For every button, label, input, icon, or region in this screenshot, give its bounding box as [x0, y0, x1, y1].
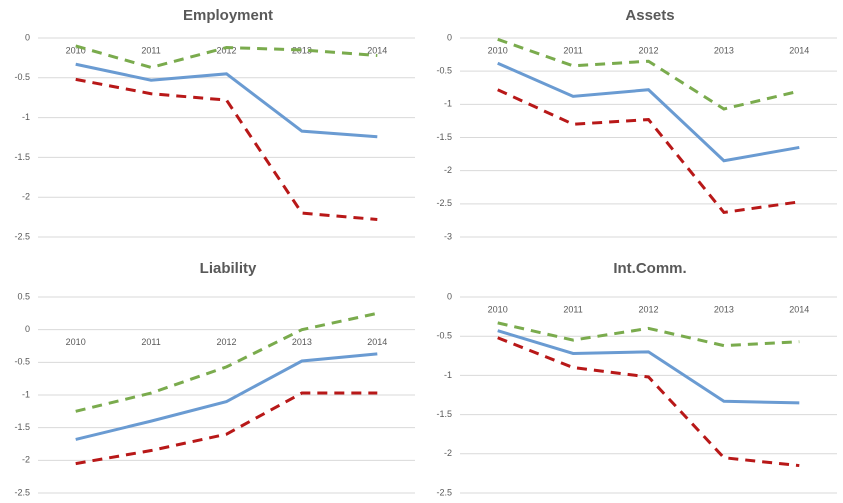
series-line: [497, 329, 800, 405]
series-line: [75, 352, 378, 441]
y-tick-label: -0.5: [14, 357, 30, 367]
x-tick-label: 2010: [66, 337, 86, 347]
series-line: [497, 37, 800, 111]
y-tick-label: -2.5: [436, 487, 452, 497]
y-tick-label: 0: [447, 32, 452, 42]
y-tick-label: -0.5: [436, 66, 452, 76]
y-tick-label: -2: [444, 448, 452, 458]
y-tick-label: -1.5: [436, 409, 452, 419]
x-tick-label: 2013: [292, 337, 312, 347]
y-tick-label: -2: [22, 192, 30, 202]
series-line: [75, 391, 378, 466]
series-line: [497, 321, 800, 348]
y-tick-label: -1: [22, 389, 30, 399]
x-tick-label: 2014: [367, 337, 387, 347]
y-tick-label: -3: [444, 231, 452, 241]
y-tick-label: -2: [444, 165, 452, 175]
y-tick-label: -2.5: [14, 487, 30, 497]
series-line: [497, 88, 800, 215]
x-tick-label: 2013: [714, 304, 734, 314]
x-tick-label: 2014: [367, 45, 387, 55]
y-tick-label: -1: [444, 370, 452, 380]
y-tick-label: 0: [25, 324, 30, 334]
y-tick-label: -2.5: [436, 198, 452, 208]
y-tick-label: -1.5: [436, 132, 452, 142]
x-tick-label: 2012: [216, 45, 236, 55]
x-tick-label: 2012: [638, 304, 658, 314]
y-tick-label: -0.5: [436, 331, 452, 341]
x-tick-label: 2010: [66, 45, 86, 55]
series-line: [75, 77, 378, 221]
panel: Employment 0 -0.5 -1 -1.5 -2 -2.5 2010 2011 2012 2…: [14, 7, 415, 241]
chart-title: Liability: [200, 260, 257, 277]
x-tick-label: 2014: [789, 304, 809, 314]
chart-title: Employment: [183, 7, 273, 24]
series-line: [75, 44, 378, 70]
chart-title: Assets: [625, 7, 674, 24]
panel: Assets 0 -0.5 -1 -1.5 -2 -2.5 -3 2010 2011 2012 201…: [436, 7, 837, 241]
y-tick-label: -0.5: [14, 72, 30, 82]
y-tick-label: 0.5: [17, 291, 30, 301]
y-tick-label: 0: [447, 291, 452, 301]
series-line: [497, 336, 800, 468]
panel: Liability 0.5 0 -0.5 -1 -1.5 -2 -2.5 2010 2011 201…: [14, 260, 415, 497]
chart-title: Int.Comm.: [613, 260, 686, 277]
series-line: [497, 61, 800, 163]
x-tick-label: 2013: [292, 45, 312, 55]
y-tick-label: 0: [25, 32, 30, 42]
y-tick-label: -1.5: [14, 152, 30, 162]
panel: Int.Comm. 0 -0.5 -1 -1.5 -2 -2.5 2010 2011 2012 20…: [436, 260, 837, 497]
x-tick-label: 2011: [563, 304, 582, 314]
x-tick-label: 2011: [141, 45, 160, 55]
x-tick-label: 2010: [488, 304, 508, 314]
x-tick-label: 2014: [789, 45, 809, 55]
series-line: [75, 311, 378, 413]
x-tick-label: 2011: [563, 45, 582, 55]
y-tick-label: -2: [22, 455, 30, 465]
x-tick-label: 2012: [638, 45, 658, 55]
y-tick-label: -2.5: [14, 231, 30, 241]
x-tick-label: 2010: [488, 45, 508, 55]
y-tick-label: -1.5: [14, 422, 30, 432]
y-tick-label: -1: [444, 99, 452, 109]
x-tick-label: 2011: [141, 337, 160, 347]
x-tick-label: 2013: [714, 45, 734, 55]
y-tick-label: -1: [22, 112, 30, 122]
x-tick-label: 2012: [216, 337, 236, 347]
series-line: [75, 62, 378, 139]
